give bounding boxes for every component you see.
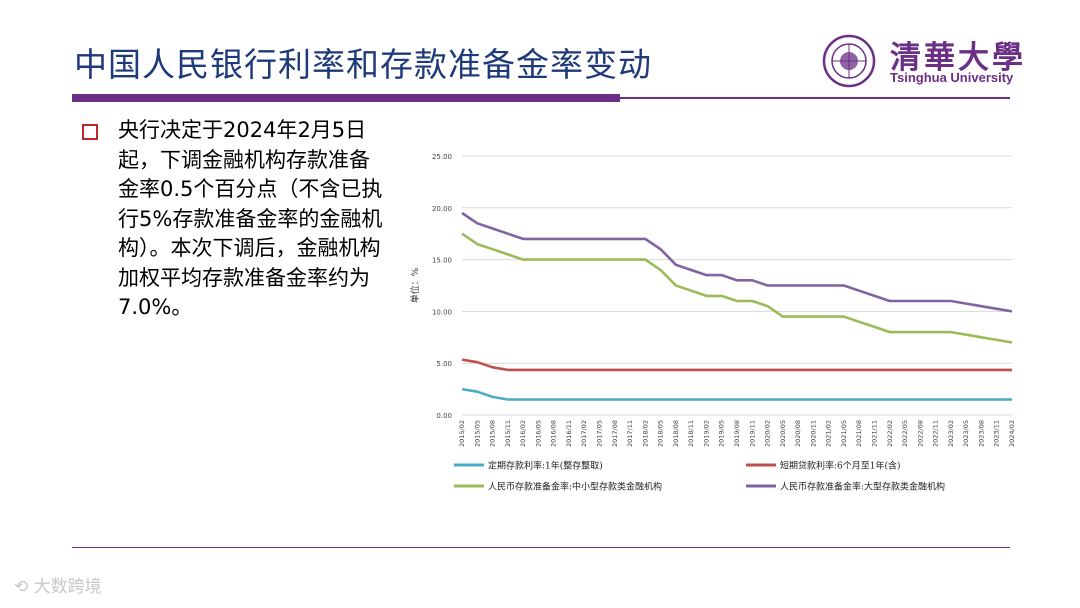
x-tick-label: 2022/02 <box>886 420 894 447</box>
x-tick-label: 2016/05 <box>534 420 542 447</box>
x-tick-label: 2017/11 <box>626 420 634 447</box>
series-line-4 <box>461 211 1013 313</box>
x-tick-label: 2015/02 <box>458 420 466 447</box>
bullet-text: 央行决定于2024年2月5日起，下调金融机构存款准备金率0.5个百分点（不含已执… <box>118 118 383 319</box>
legend-label: 人民币存款准备金率:中小型存款类金融机构 <box>488 481 662 493</box>
x-tick-label: 2023/02 <box>947 420 955 447</box>
x-tick-label: 2020/11 <box>809 420 817 447</box>
x-tick-label: 2017/08 <box>611 420 619 447</box>
x-tick-label: 2016/08 <box>550 420 558 447</box>
x-tick-label: 2021/11 <box>871 420 879 447</box>
x-tick-label: 2022/11 <box>932 420 940 447</box>
x-tick-label: 2018/11 <box>687 420 695 447</box>
x-tick-label: 2020/05 <box>779 420 787 447</box>
x-tick-label: 2021/02 <box>825 420 833 447</box>
legend-label: 定期存款利率:1年(整存整取) <box>488 460 603 472</box>
x-tick-label: 2017/05 <box>596 420 604 447</box>
watermark: ⟲ 大数跨境 <box>14 572 102 597</box>
x-tick-label: 2016/11 <box>565 420 573 447</box>
series-line-2 <box>461 358 1012 372</box>
logo-chinese-name: 清華大學 <box>890 40 1026 76</box>
x-tick-label: 2020/08 <box>794 420 802 447</box>
x-tick-label: 2019/02 <box>702 420 710 447</box>
series-line-1 <box>461 387 1012 401</box>
slide-title: 中国人民银行利率和存款准备金率变动 <box>74 45 652 84</box>
watermark-text: 大数跨境 <box>33 577 102 597</box>
x-tick-label: 2015/05 <box>473 420 481 447</box>
x-tick-label: 2023/05 <box>962 420 970 447</box>
logo-english-name: Tsinghua University <box>890 70 1014 85</box>
x-tick-label: 2023/08 <box>977 420 985 447</box>
x-tick-label: 2023/11 <box>993 420 1001 447</box>
x-tick-label: 2015/11 <box>504 420 512 447</box>
watermark-icon: ⟲ <box>14 577 29 597</box>
tsinghua-logo: 清華大學 Tsinghua University <box>818 30 1023 90</box>
x-tick-label: 2020/02 <box>764 420 772 447</box>
y-tick-label: 5.00 <box>436 360 452 368</box>
tsinghua-seal-icon <box>822 34 876 88</box>
legend-label: 人民币存款准备金率:大型存款类金融机构 <box>780 481 945 493</box>
rate-chart: 0.00 5.00 10.00 15.00 20.00 25.00 单位：% 2015/02 2… <box>409 153 1016 493</box>
x-tick-label: 2017/02 <box>580 420 588 447</box>
legend-label: 短期贷款利率:6个月至1年(含) <box>780 460 901 472</box>
bullet-square-icon <box>82 124 98 140</box>
x-tick-label: 2022/08 <box>916 420 924 447</box>
x-tick-label: 2019/08 <box>733 420 741 447</box>
x-tick-label: 2019/05 <box>718 420 726 447</box>
x-tick-label: 2016/02 <box>519 420 527 447</box>
y-axis-label: 单位：% <box>409 267 421 303</box>
x-tick-label: 2018/08 <box>672 420 680 447</box>
x-tick-label: 2019/11 <box>748 420 756 447</box>
series-line-3 <box>461 232 1013 344</box>
x-tick-label: 2022/05 <box>901 420 909 447</box>
title-underline-thin <box>620 97 1010 99</box>
x-tick-label: 2018/02 <box>641 420 649 447</box>
y-tick-label: 20.00 <box>432 205 452 213</box>
title-underline-thick <box>72 94 620 102</box>
x-tick-label: 2021/05 <box>840 420 848 447</box>
y-tick-label: 25.00 <box>432 153 452 161</box>
bottom-divider <box>72 547 1010 548</box>
x-tick-label: 2015/08 <box>489 420 497 447</box>
x-tick-label: 2024/02 <box>1008 420 1016 447</box>
y-tick-label: 0.00 <box>436 412 452 420</box>
y-tick-label: 10.00 <box>432 308 452 316</box>
x-tick-label: 2021/08 <box>855 420 863 447</box>
y-tick-label: 15.00 <box>432 257 452 265</box>
x-tick-label: 2018/05 <box>657 420 665 447</box>
